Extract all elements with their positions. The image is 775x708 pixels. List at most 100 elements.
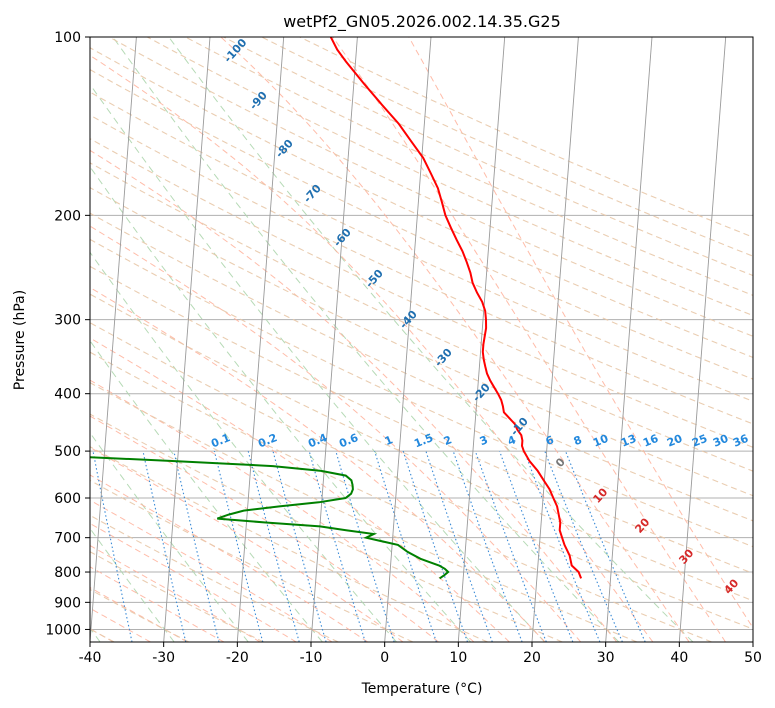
moist-adiabat [90,522,297,642]
moist-adiabat [90,446,404,642]
isotherm-line [90,37,137,642]
y-tick-label: 900 [54,595,81,611]
mixing-ratio-label: 36 [731,432,750,450]
dry-adiabat [90,187,753,497]
dry-adiabat [90,514,339,642]
mixing-ratio-lines [92,450,646,642]
x-tick-label: -30 [152,650,175,666]
temperature-profile-line [329,37,583,579]
dewpoint-profile-line [90,456,450,580]
x-tick-label: 40 [670,650,688,666]
moist-adiabat [90,337,510,642]
dry-adiabat [299,37,753,238]
moist-adiabat [90,379,475,642]
mixing-ratio-label: 10 [591,432,610,450]
moist-adiabat [90,566,225,642]
moist-adiabat [90,286,546,642]
mixing-ratio-label: 3 [478,433,490,448]
y-tick-label: 700 [54,531,81,547]
isotherm-line [678,37,727,642]
mixing-ratio-line [335,450,395,642]
mixing-ratio-line [247,450,300,642]
mixing-ratio-label: 16 [641,432,660,450]
x-tick-label: 30 [597,650,615,666]
dry-adiabat [90,238,753,548]
frost-line [168,37,694,642]
dry-adiabat [90,322,753,630]
mixing-ratio-line [142,450,187,642]
isotherm-line [384,37,432,642]
mixing-ratio-line [308,450,366,642]
y-tick-label: 400 [54,387,81,403]
x-tick-label: 20 [523,650,541,666]
moist-adiabat [90,415,439,642]
dry-adiabat [90,91,753,402]
mixing-ratio-label: 8 [572,433,584,448]
frost-line [112,37,620,642]
isotherm-grid [90,37,753,642]
dry-adiabat [90,114,753,425]
y-tick-label: 100 [54,30,81,46]
mixing-ratio-line [173,450,220,642]
mixing-ratio-line [425,450,493,642]
x-tick-label: -40 [79,650,102,666]
moist-adiabat [90,499,333,642]
plot-frame [89,36,754,643]
sounding-series [90,37,583,580]
frost-line [90,83,546,642]
x-tick-label: 50 [744,650,762,666]
isotherm-line [531,37,579,642]
x-axis-ticks: -40 -30 -20 -10 0 10 20 30 40 50 [79,642,762,666]
dry-adiabat [90,351,712,642]
dry-adiabat [90,479,414,642]
frost-line [90,527,175,642]
y-tick-label: 500 [54,444,81,460]
plot-area: -100-90-80-70-60-50-40-30-20-10010203040… [90,37,753,642]
mixing-ratio-line [374,450,437,642]
isotherm-line [605,37,653,642]
isotherm-line [310,37,358,642]
frost-line [90,251,397,642]
mixing-ratio-label: 25 [690,432,709,450]
y-tick-label: 600 [54,491,81,507]
dry-adiabat [223,37,753,277]
y-axis-ticks: 100 200 300 400 500 600 700 800 900 1000 [45,30,90,638]
x-tick-label: 10 [449,650,467,666]
x-tick-label: -10 [300,650,323,666]
isotherm-line [236,37,285,642]
mixing-ratio-label: 1 [383,433,395,448]
dry-adiabat [90,382,638,642]
y-tick-label: 300 [54,313,81,329]
dry-adiabat [90,265,753,574]
y-axis-label: Pressure (hPa) [12,290,28,390]
isotherm-line [163,37,211,642]
x-axis-label: Temperature (°C) [361,681,483,697]
dry-adiabats [90,37,753,642]
mixing-ratio-line [452,450,523,642]
mixing-ratio-line [402,450,469,642]
dry-adiabat [90,413,563,642]
mixing-ratio-label: 2 [442,433,454,448]
dry-adiabat [261,37,753,257]
mixing-ratio-line [92,450,133,642]
dry-adiabat [90,68,753,380]
mixing-ratio-label: 30 [711,432,730,450]
moist-adiabat [220,37,690,642]
dry-adiabat [108,37,753,337]
dry-adiabat [90,47,753,359]
y-tick-label: 800 [54,565,81,581]
moist-adiabat [408,37,753,629]
mixing-ratio-label: 13 [619,432,638,450]
y-tick-label: 200 [54,208,81,224]
y-tick-label: 1000 [45,622,81,638]
isobar-grid [90,37,753,630]
moist-adiabat [90,544,261,642]
mixing-ratio-label: 20 [665,432,684,450]
dry-adiabat [185,37,753,296]
moist-adiabat [90,54,654,642]
x-tick-label: 0 [380,650,389,666]
dry-adiabat [147,37,753,317]
mixing-ratio-line [213,450,264,642]
dry-adiabat [90,293,753,602]
